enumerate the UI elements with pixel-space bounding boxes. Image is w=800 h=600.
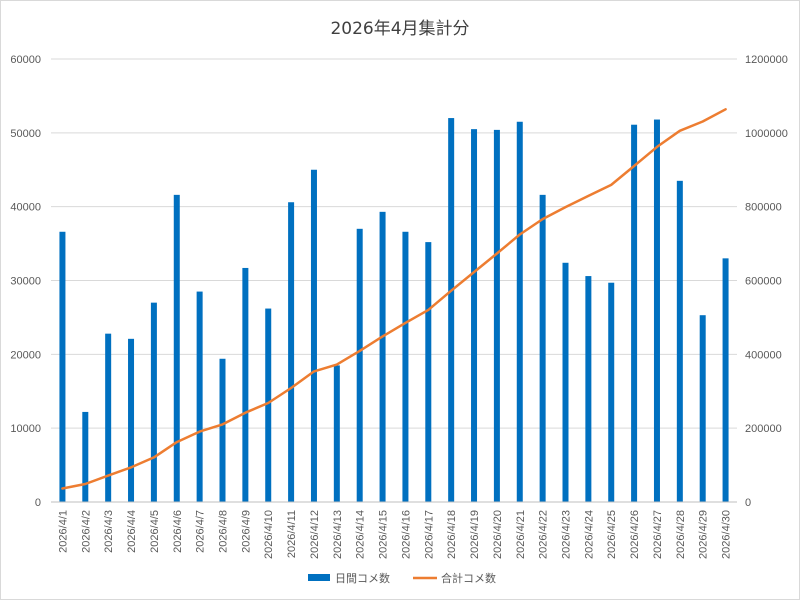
bar	[631, 124, 638, 502]
bar	[219, 358, 226, 502]
x-tick-label: 2026/4/28	[675, 510, 687, 559]
x-tick-label: 2026/4/6	[172, 510, 184, 553]
line-path	[61, 108, 727, 490]
y-right-tick-label: 400000	[745, 349, 782, 361]
legend-swatch-bar	[308, 574, 330, 581]
x-tick-label: 2026/4/25	[606, 510, 618, 559]
chart-title: 2026年4月集計分	[330, 19, 470, 39]
bar	[128, 338, 135, 502]
x-tick-label: 2026/4/22	[538, 510, 550, 559]
x-tick-label: 2026/4/21	[515, 510, 527, 559]
x-tick-label: 2026/4/1	[57, 510, 69, 553]
x-tick-label: 2026/4/5	[149, 510, 161, 553]
bar	[265, 308, 272, 502]
x-tick-label: 2026/4/10	[263, 510, 275, 559]
x-tick-label: 2026/4/2	[80, 510, 92, 553]
y-right-tick-label: 200000	[745, 423, 782, 435]
bar	[562, 262, 569, 502]
axes: 0100002000030000400005000060000020000040…	[10, 54, 787, 559]
y-left-tick-label: 20000	[10, 349, 41, 361]
bar	[196, 291, 203, 502]
bar-series	[59, 118, 729, 503]
x-tick-label: 2026/4/16	[400, 510, 412, 559]
legend-label-line: 合計コメ数	[441, 571, 496, 585]
x-tick-label: 2026/4/4	[126, 510, 138, 553]
bar	[402, 231, 409, 502]
x-tick-label: 2026/4/20	[492, 510, 504, 559]
bar	[310, 169, 317, 502]
bar	[425, 242, 432, 502]
bar	[242, 267, 249, 502]
x-tick-label: 2026/4/3	[103, 510, 115, 553]
y-right-tick-label: 0	[745, 497, 751, 509]
bar	[448, 118, 455, 503]
x-tick-label: 2026/4/14	[355, 510, 367, 559]
y-right-tick-label: 1000000	[745, 128, 788, 140]
bar	[379, 211, 386, 502]
bar	[676, 180, 683, 502]
x-tick-label: 2026/4/8	[218, 510, 230, 553]
x-tick-label: 2026/4/29	[698, 510, 710, 559]
x-tick-label: 2026/4/12	[309, 510, 321, 559]
x-tick-label: 2026/4/23	[561, 510, 573, 559]
bar	[288, 202, 295, 502]
bar	[493, 129, 500, 502]
bar	[585, 276, 592, 502]
y-left-tick-label: 10000	[10, 423, 41, 435]
y-left-tick-label: 50000	[10, 128, 41, 140]
y-left-tick-label: 40000	[10, 202, 41, 214]
x-tick-label: 2026/4/19	[469, 510, 481, 559]
bar	[699, 315, 706, 502]
bar	[356, 228, 363, 503]
bar	[516, 121, 523, 502]
bar	[150, 302, 157, 502]
bar	[82, 411, 89, 502]
x-tick-label: 2026/4/7	[195, 510, 207, 553]
x-tick-label: 2026/4/15	[378, 510, 390, 559]
legend: 日間コメ数 合計コメ数	[308, 571, 496, 585]
x-tick-label: 2026/4/24	[583, 510, 595, 559]
x-tick-label: 2026/4/11	[286, 510, 298, 558]
bar	[722, 258, 729, 502]
y-right-tick-label: 600000	[745, 276, 782, 288]
y-right-tick-label: 800000	[745, 202, 782, 214]
bar	[59, 231, 66, 502]
bar	[173, 194, 180, 502]
bar	[471, 129, 478, 502]
bar	[608, 282, 615, 502]
x-tick-label: 2026/4/18	[446, 510, 458, 559]
x-tick-label: 2026/4/30	[721, 510, 733, 559]
bar	[653, 119, 660, 502]
y-right-tick-label: 1200000	[745, 54, 788, 66]
x-tick-label: 2026/4/26	[629, 510, 641, 559]
legend-label-bar: 日間コメ数	[335, 572, 390, 585]
y-left-tick-label: 60000	[10, 54, 41, 66]
x-tick-label: 2026/4/17	[423, 510, 435, 559]
y-left-tick-label: 30000	[10, 276, 41, 288]
x-tick-label: 2026/4/13	[332, 510, 344, 559]
x-tick-label: 2026/4/27	[652, 510, 664, 559]
x-tick-label: 2026/4/9	[240, 510, 252, 553]
bar	[105, 333, 112, 502]
bar	[333, 365, 340, 502]
bar	[539, 194, 546, 502]
y-left-tick-label: 0	[35, 497, 41, 509]
line-series	[61, 108, 727, 490]
